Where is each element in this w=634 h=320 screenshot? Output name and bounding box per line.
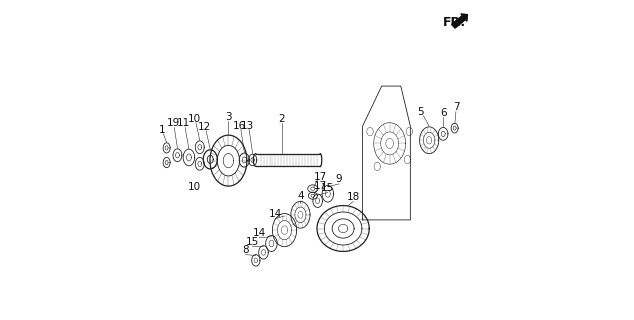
Text: 14: 14 [253, 228, 266, 238]
Text: 5: 5 [417, 107, 424, 116]
Text: 12: 12 [198, 122, 212, 132]
Text: 3: 3 [225, 112, 232, 122]
Text: 1: 1 [159, 125, 165, 135]
Text: 10: 10 [188, 182, 201, 192]
Text: 6: 6 [440, 108, 446, 118]
Text: 18: 18 [347, 192, 360, 202]
Text: 10: 10 [188, 114, 201, 124]
Text: 16: 16 [233, 121, 246, 131]
Text: FR.: FR. [443, 17, 466, 29]
Text: 19: 19 [166, 118, 179, 128]
Text: 7: 7 [453, 102, 460, 112]
Text: 4: 4 [298, 191, 304, 201]
Text: 2: 2 [278, 114, 285, 124]
Text: 17: 17 [314, 172, 327, 181]
Text: 14: 14 [268, 209, 281, 219]
Text: 17: 17 [314, 181, 327, 191]
Text: 8: 8 [242, 245, 249, 255]
Text: 13: 13 [241, 121, 254, 131]
Text: 15: 15 [321, 183, 335, 193]
FancyArrow shape [452, 14, 467, 28]
Text: 15: 15 [246, 237, 259, 247]
Text: 11: 11 [177, 118, 190, 128]
Text: 9: 9 [335, 174, 342, 184]
